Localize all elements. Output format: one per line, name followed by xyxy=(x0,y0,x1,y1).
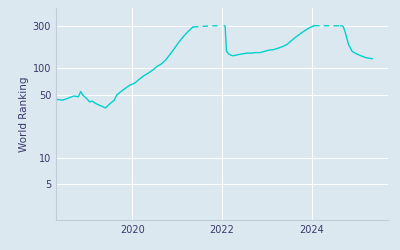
Y-axis label: World Ranking: World Ranking xyxy=(18,76,28,152)
